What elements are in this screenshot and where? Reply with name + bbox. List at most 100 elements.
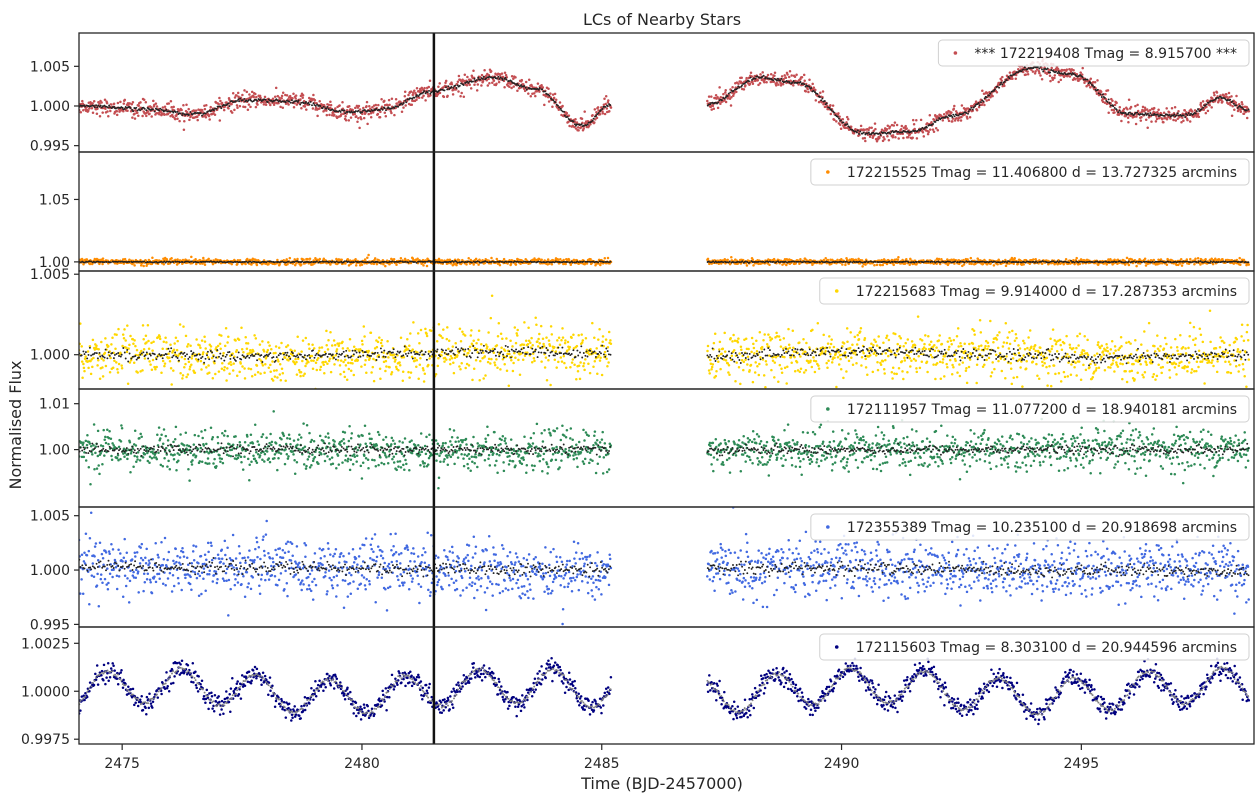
- raw-point: [523, 89, 527, 93]
- raw-point: [1021, 70, 1025, 74]
- binned-point: [952, 113, 955, 116]
- binned-point: [475, 260, 478, 263]
- raw-point: [599, 263, 602, 267]
- raw-point: [1051, 76, 1054, 79]
- binned-point: [1174, 115, 1177, 118]
- raw-point: [962, 258, 965, 262]
- raw-point: [480, 84, 483, 87]
- raw-point: [963, 113, 966, 116]
- binned-point: [1224, 98, 1227, 101]
- binned-point: [830, 109, 833, 112]
- raw-point: [861, 265, 864, 268]
- raw-point: [1053, 263, 1056, 266]
- binned-point: [115, 107, 117, 110]
- raw-point: [976, 257, 979, 260]
- raw-point: [222, 108, 226, 112]
- binned-point: [1236, 106, 1239, 109]
- raw-point: [534, 94, 537, 98]
- binned-point: [477, 76, 480, 79]
- raw-point: [203, 104, 206, 107]
- binned-point: [234, 260, 237, 263]
- binned-point: [1050, 69, 1053, 71]
- binned-point: [485, 77, 488, 80]
- raw-point: [299, 98, 302, 101]
- raw-point: [1230, 114, 1234, 118]
- raw-point: [263, 95, 267, 99]
- raw-point: [509, 262, 513, 265]
- binned-point: [176, 110, 179, 113]
- raw-point: [1228, 95, 1231, 99]
- raw-point: [497, 80, 501, 84]
- raw-point: [1176, 117, 1180, 120]
- raw-point: [259, 96, 262, 100]
- binned-point: [236, 99, 238, 102]
- binned-point: [263, 98, 266, 101]
- binned-point: [154, 261, 156, 263]
- raw-point: [480, 73, 484, 77]
- raw-point: [589, 122, 592, 126]
- raw-point: [292, 92, 295, 96]
- binned-point: [1190, 112, 1192, 115]
- raw-point: [527, 92, 530, 95]
- raw-point: [230, 102, 233, 106]
- binned-point: [757, 76, 760, 79]
- binned-point: [717, 101, 720, 104]
- raw-point: [603, 97, 606, 100]
- binned-point: [93, 106, 96, 109]
- binned-point: [169, 261, 172, 264]
- binned-point: [184, 113, 187, 116]
- binned-point: [983, 97, 986, 100]
- raw-point: [399, 100, 402, 103]
- raw-point: [388, 103, 391, 107]
- binned-point: [1157, 115, 1160, 118]
- raw-point: [868, 135, 872, 139]
- raw-point: [977, 105, 981, 109]
- raw-point: [550, 262, 554, 266]
- binned-point: [108, 104, 111, 107]
- raw-point: [1049, 79, 1052, 83]
- binned-point: [1027, 67, 1030, 70]
- raw-point: [922, 135, 926, 138]
- binned-point: [513, 82, 516, 85]
- raw-point: [1229, 103, 1232, 107]
- binned-point: [82, 261, 85, 264]
- raw-point: [268, 101, 271, 105]
- raw-point: [213, 113, 217, 116]
- raw-point: [608, 110, 611, 113]
- raw-point: [863, 128, 866, 132]
- raw-point: [1003, 84, 1006, 88]
- binned-point: [179, 112, 182, 115]
- binned-point: [762, 74, 765, 77]
- binned-point: [307, 261, 310, 264]
- raw-point: [510, 86, 513, 90]
- binned-point: [548, 94, 551, 97]
- raw-point: [162, 263, 166, 266]
- raw-point: [1191, 110, 1194, 113]
- raw-point: [288, 256, 292, 260]
- raw-point: [128, 102, 131, 105]
- binned-point: [371, 109, 374, 112]
- raw-point: [328, 113, 331, 117]
- raw-point: [325, 113, 329, 117]
- raw-point: [85, 258, 89, 261]
- binned-point: [609, 260, 612, 263]
- binned-point: [1247, 108, 1250, 111]
- panel-1-binned-points: [79, 75, 612, 128]
- binned-point: [456, 261, 459, 264]
- binned-point: [1176, 112, 1179, 115]
- binned-point: [467, 260, 470, 263]
- raw-point: [139, 101, 142, 104]
- raw-point: [387, 98, 391, 102]
- raw-point: [888, 125, 892, 128]
- raw-point: [839, 127, 843, 131]
- binned-point: [325, 107, 328, 110]
- raw-point: [1105, 263, 1108, 266]
- raw-point: [345, 109, 349, 112]
- raw-point: [1087, 83, 1091, 87]
- raw-point: [273, 101, 276, 105]
- raw-point: [1239, 110, 1243, 114]
- raw-point: [995, 91, 999, 94]
- binned-point: [88, 260, 91, 263]
- binned-point: [295, 99, 298, 102]
- binned-point: [381, 108, 384, 111]
